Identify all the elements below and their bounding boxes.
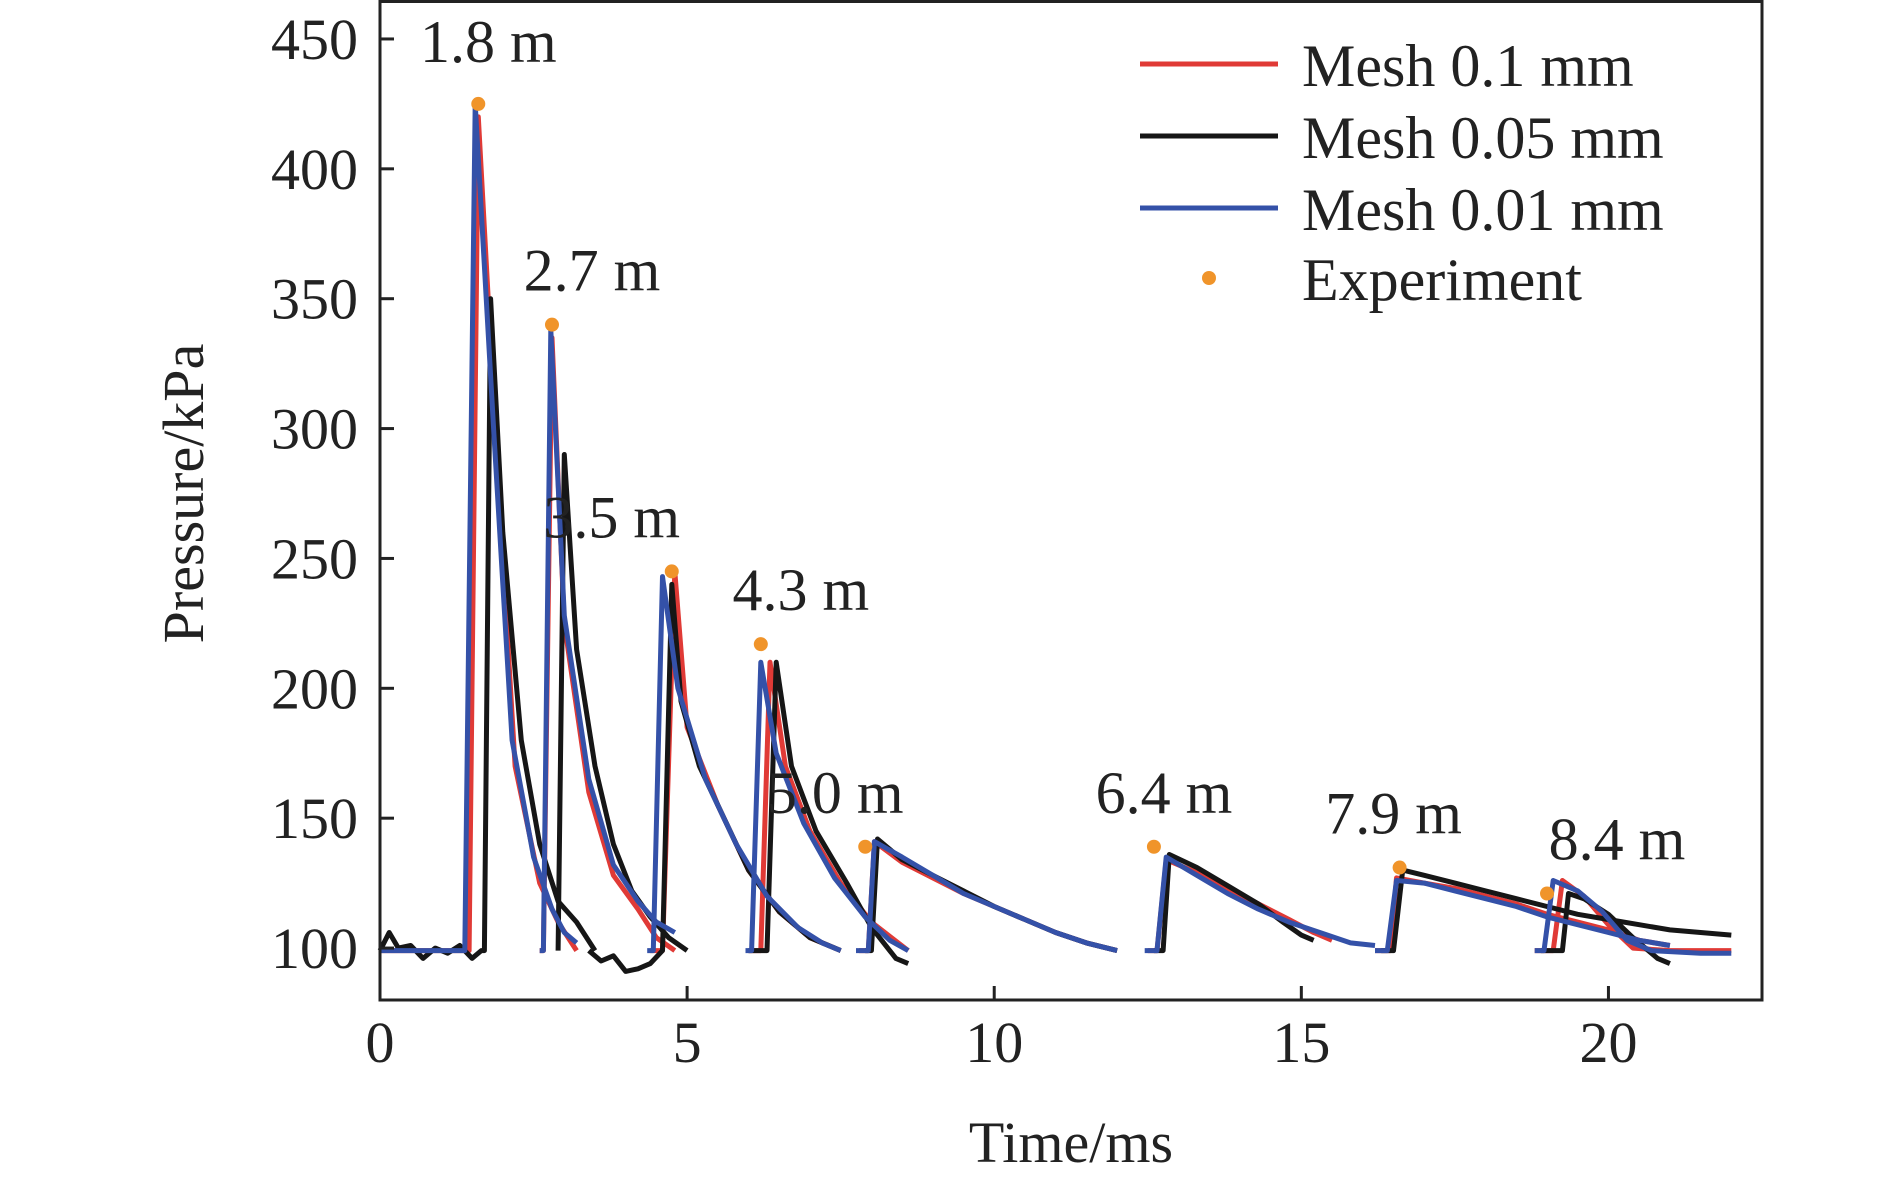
experiment-point xyxy=(1540,886,1555,901)
series-2-segment-6 xyxy=(1375,878,1671,954)
legend-label-0: Mesh 0.1 mm xyxy=(1302,33,1634,99)
experiment-point xyxy=(471,96,486,111)
annotation-label: 3.5 m xyxy=(543,484,680,550)
x-tick-label: 15 xyxy=(1272,1010,1330,1075)
annotation-label: 2.7 m xyxy=(524,238,661,304)
series-2-segment-0 xyxy=(380,101,579,954)
experiment-points-layer xyxy=(471,96,1555,901)
series-2-segment-5 xyxy=(1144,854,1376,954)
legend-label-2: Mesh 0.01 mm xyxy=(1302,177,1664,243)
axes-layer: 0 5 10 15 20 100 150 200 250 300 350 400 450 xyxy=(271,7,1637,1075)
annotation-label: 7.9 m xyxy=(1325,781,1462,847)
plot-frame xyxy=(378,0,1764,1002)
legend-label-experiment: Experiment xyxy=(1302,247,1582,313)
x-tick-label: 20 xyxy=(1579,1010,1637,1075)
y-tick-label: 450 xyxy=(271,7,358,72)
y-tick-label: 200 xyxy=(271,656,358,721)
annotation-label: 6.4 m xyxy=(1096,760,1233,826)
experiment-point xyxy=(1392,860,1407,875)
series-2-segment-1 xyxy=(539,327,677,954)
series-2-segment-4 xyxy=(856,839,1118,954)
x-tick-label: 5 xyxy=(673,1010,702,1075)
experiment-point xyxy=(544,317,559,332)
annotation-label: 1.8 m xyxy=(420,9,557,75)
y-tick-label: 250 xyxy=(271,526,358,591)
series-2-segment-7 xyxy=(1534,878,1732,956)
y-tick-label: 150 xyxy=(271,786,358,851)
series-1-segment-5 xyxy=(1153,852,1315,954)
experiment-point xyxy=(664,564,679,579)
x-tick-label: 10 xyxy=(965,1010,1023,1075)
y-axis-title: Pressure/kPa xyxy=(151,344,216,644)
y-tick-label: 100 xyxy=(271,916,358,981)
series-2-segment-2 xyxy=(647,574,842,954)
x-tick-label: 0 xyxy=(366,1010,395,1075)
experiment-point xyxy=(1146,839,1161,854)
legend-swatch-experiment xyxy=(1202,271,1216,285)
annotation-label: 4.3 m xyxy=(732,557,869,623)
annotation-label: 8.4 m xyxy=(1549,807,1686,873)
y-tick-label: 400 xyxy=(271,137,358,202)
series-1-segment-3 xyxy=(748,659,910,966)
series-layer xyxy=(377,101,1732,974)
x-axis-title: Time/ms xyxy=(969,1110,1173,1175)
annotation-layer: 1.8 m 2.7 m 3.5 m 4.3 m 5.0 m 6.4 m 7.9 m 8.4 m xyxy=(420,9,1685,873)
annotation-label: 5.0 m xyxy=(767,760,904,826)
series-1-segment-6 xyxy=(1381,867,1732,954)
y-tick-label: 350 xyxy=(271,267,358,332)
experiment-point xyxy=(858,839,873,854)
y-tick-label: 300 xyxy=(271,397,358,462)
experiment-point xyxy=(753,637,768,652)
series-2-segment-3 xyxy=(745,659,910,954)
legend-label-1: Mesh 0.05 mm xyxy=(1302,105,1664,171)
